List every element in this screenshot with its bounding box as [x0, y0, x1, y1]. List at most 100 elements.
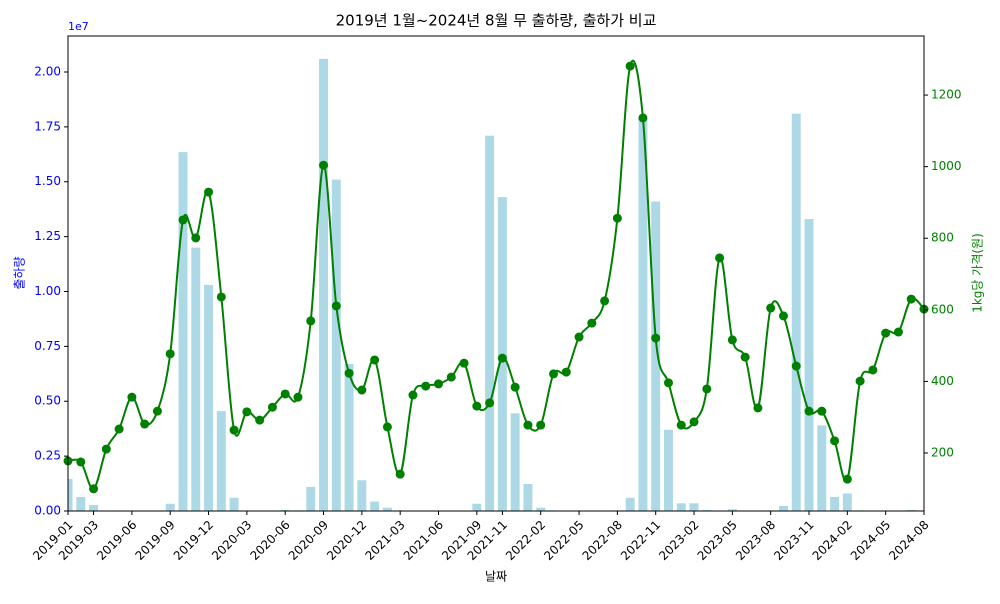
bar: [626, 498, 635, 511]
price-marker: [511, 383, 520, 392]
price-marker: [702, 384, 711, 393]
price-marker: [868, 365, 877, 374]
bar: [472, 504, 481, 511]
x-tick-label: 2024-08: [886, 518, 931, 563]
bar: [677, 503, 686, 511]
y-tick-label: 1.00: [34, 284, 61, 298]
bar: [523, 484, 532, 511]
y2-tick-label: 1000: [931, 159, 962, 173]
chart-title: 2019년 1월~2024년 8월 무 출하량, 출하가 비교: [336, 12, 657, 30]
y-tick-label: 1.75: [34, 119, 61, 133]
x-tick-label: 2020-06: [247, 518, 292, 563]
bar: [690, 503, 699, 511]
price-marker: [281, 389, 290, 398]
y2-tick-label: 400: [931, 374, 954, 388]
bar: [511, 413, 520, 511]
y2-tick-label: 1200: [931, 88, 962, 102]
bar: [664, 430, 673, 511]
y2-tick-label: 800: [931, 231, 954, 245]
x-tick-label: 2024-02: [810, 518, 855, 563]
bar: [319, 59, 328, 511]
price-marker: [638, 113, 647, 122]
price-marker: [881, 329, 890, 338]
bar: [76, 497, 85, 511]
price-marker: [217, 292, 226, 301]
x-tick-label: 2022-11: [618, 518, 663, 563]
y2-tick-label: 600: [931, 302, 954, 316]
price-marker: [178, 215, 187, 224]
x-tick-label: 2021-06: [401, 518, 446, 563]
price-marker: [434, 379, 443, 388]
x-tick-label: 2021-03: [362, 518, 407, 563]
price-marker: [408, 391, 417, 400]
bar: [779, 506, 788, 511]
price-marker: [575, 333, 584, 342]
price-marker: [166, 349, 175, 358]
bar: [230, 498, 239, 511]
x-tick-label: 2023-02: [656, 518, 701, 563]
x-axis-label: 날짜: [485, 570, 507, 584]
price-marker: [549, 369, 558, 378]
price-marker: [805, 407, 814, 416]
price-marker: [204, 188, 213, 197]
bar: [179, 152, 188, 511]
price-marker: [357, 386, 366, 395]
price-marker: [127, 393, 136, 402]
bar: [843, 493, 852, 511]
bar: [485, 136, 494, 511]
price-marker: [319, 161, 328, 170]
price-marker: [741, 353, 750, 362]
price-marker: [856, 377, 865, 386]
price-marker: [843, 475, 852, 484]
y-tick-label: 0.50: [34, 394, 61, 408]
price-marker: [523, 421, 532, 430]
price-marker: [626, 62, 635, 71]
price-marker: [600, 296, 609, 305]
price-marker: [421, 382, 430, 391]
bar: [204, 285, 213, 511]
bar: [191, 248, 200, 511]
price-marker: [345, 369, 354, 378]
price-marker: [153, 407, 162, 416]
y-tick-label: 1.25: [34, 229, 61, 243]
bar: [217, 411, 226, 511]
price-marker: [255, 416, 264, 425]
x-tick-label: 2019-12: [171, 518, 216, 563]
price-marker: [447, 373, 456, 382]
price-marker: [677, 421, 686, 430]
price-marker: [562, 368, 571, 377]
price-marker: [907, 295, 916, 304]
x-tick-label: 2019-06: [94, 518, 139, 563]
y-tick-label: 1.50: [34, 174, 61, 188]
price-marker: [76, 457, 85, 466]
bar: [166, 504, 175, 511]
price-marker: [115, 425, 124, 434]
price-marker: [817, 407, 826, 416]
price-marker: [792, 362, 801, 371]
price-marker: [894, 328, 903, 337]
bar: [345, 364, 354, 511]
price-marker: [332, 301, 341, 310]
price-marker: [230, 426, 239, 435]
price-marker: [651, 334, 660, 343]
bar: [332, 180, 341, 511]
x-tick-label: 2022-08: [580, 518, 625, 563]
price-marker: [140, 420, 149, 429]
price-marker: [396, 470, 405, 479]
price-marker: [242, 407, 251, 416]
x-tick-label: 2023-05: [695, 518, 740, 563]
bar: [817, 425, 826, 511]
bar: [370, 502, 379, 511]
bar: [306, 487, 315, 511]
plot-area: [64, 59, 929, 511]
price-marker: [102, 445, 111, 454]
price-marker: [715, 253, 724, 262]
x-tick-label: 2020-12: [324, 518, 369, 563]
x-tick-label: 2024-05: [848, 518, 893, 563]
price-marker: [664, 378, 673, 387]
price-marker: [587, 319, 596, 328]
y-tick-label: 0.25: [34, 449, 61, 463]
x-tick-label: 2019-09: [132, 518, 177, 563]
price-marker: [460, 359, 469, 368]
